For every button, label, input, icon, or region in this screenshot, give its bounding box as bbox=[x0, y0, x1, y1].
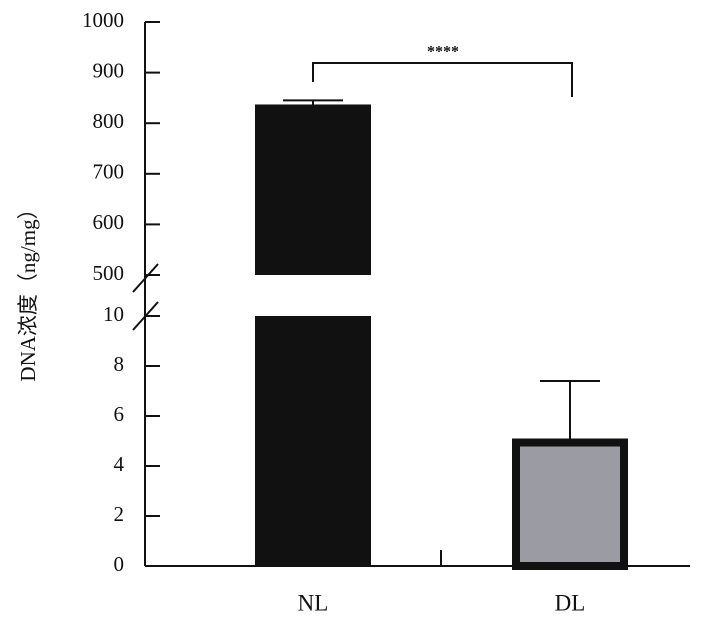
significance-bracket bbox=[312, 62, 573, 97]
y-tick-label: 700 bbox=[93, 160, 125, 184]
y-tick-label: 0 bbox=[114, 552, 125, 576]
y-tick-label: 8 bbox=[114, 352, 125, 376]
x-tick-label: NL bbox=[298, 590, 329, 615]
y-tick-label: 2 bbox=[114, 502, 125, 526]
y-tick-label: 6 bbox=[114, 402, 125, 426]
y-tick-label: 600 bbox=[93, 210, 125, 234]
bar bbox=[255, 104, 371, 275]
bar bbox=[512, 438, 628, 570]
y-axis-label: DNA浓度（ng/mg） bbox=[16, 198, 40, 381]
y-tick-label: 900 bbox=[93, 58, 125, 82]
y-tick-label: 1000 bbox=[82, 8, 124, 32]
error-bar bbox=[283, 99, 343, 105]
significance-label: **** bbox=[427, 44, 459, 61]
bar bbox=[255, 316, 371, 566]
y-tick-label: 500 bbox=[93, 261, 125, 285]
y-tick-label: 800 bbox=[93, 109, 125, 133]
y-tick-label: 10 bbox=[103, 302, 124, 326]
x-tick-label: DL bbox=[555, 590, 586, 615]
y-tick-label: 4 bbox=[114, 452, 125, 476]
axis-break bbox=[132, 263, 159, 293]
error-bar bbox=[540, 380, 600, 439]
